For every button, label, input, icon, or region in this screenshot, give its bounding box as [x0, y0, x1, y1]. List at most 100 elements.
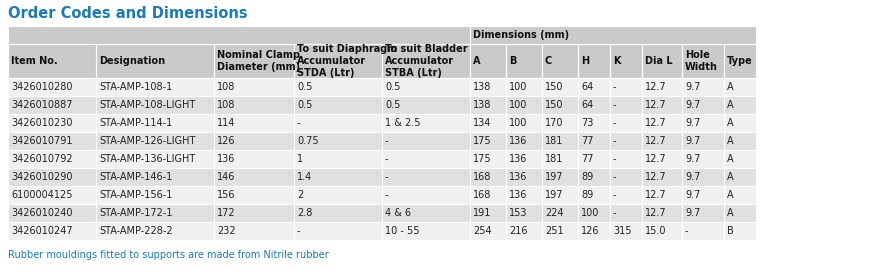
Text: -: - — [612, 82, 615, 92]
Text: 168: 168 — [472, 190, 491, 200]
Bar — [609, 150, 641, 168]
Text: -: - — [385, 190, 388, 200]
Text: 64: 64 — [580, 100, 593, 110]
Text: 9.7: 9.7 — [684, 208, 700, 218]
Bar — [293, 168, 382, 186]
Bar — [723, 204, 755, 222]
Bar — [8, 78, 96, 96]
Text: 77: 77 — [580, 154, 593, 164]
Bar — [470, 44, 506, 78]
Bar — [723, 186, 755, 204]
Text: Hole
Width: Hole Width — [684, 50, 717, 72]
Text: 181: 181 — [544, 154, 563, 164]
Bar — [8, 168, 96, 186]
Text: STA-AMP-126-LIGHT: STA-AMP-126-LIGHT — [99, 136, 195, 146]
Bar — [506, 96, 542, 114]
Bar — [641, 204, 681, 222]
Bar — [506, 150, 542, 168]
Bar — [213, 168, 293, 186]
Bar — [8, 114, 96, 132]
Bar — [506, 44, 542, 78]
Bar — [506, 222, 542, 240]
Bar — [506, 78, 542, 96]
Bar — [8, 26, 470, 44]
Text: STA-AMP-172-1: STA-AMP-172-1 — [99, 208, 172, 218]
Bar — [723, 222, 755, 240]
Bar — [542, 168, 578, 186]
Bar — [723, 78, 755, 96]
Bar — [542, 222, 578, 240]
Bar — [506, 186, 542, 204]
Bar — [382, 204, 470, 222]
Text: 12.7: 12.7 — [644, 136, 666, 146]
Bar — [96, 168, 213, 186]
Bar — [96, 114, 213, 132]
Bar — [382, 168, 470, 186]
Text: Item No.: Item No. — [11, 56, 58, 66]
Text: STA-AMP-228-2: STA-AMP-228-2 — [99, 226, 172, 236]
Text: 172: 172 — [217, 208, 235, 218]
Bar — [681, 168, 723, 186]
Text: 9.7: 9.7 — [684, 136, 700, 146]
Text: K: K — [612, 56, 620, 66]
Text: STA-AMP-108-LIGHT: STA-AMP-108-LIGHT — [99, 100, 195, 110]
Text: 1 & 2.5: 1 & 2.5 — [385, 118, 420, 128]
Bar — [723, 114, 755, 132]
Bar — [470, 26, 755, 44]
Bar — [681, 132, 723, 150]
Bar — [8, 186, 96, 204]
Bar — [382, 78, 470, 96]
Bar — [213, 150, 293, 168]
Text: -: - — [385, 154, 388, 164]
Bar — [542, 96, 578, 114]
Text: 2: 2 — [297, 190, 303, 200]
Bar — [293, 222, 382, 240]
Text: 3426010290: 3426010290 — [11, 172, 72, 182]
Text: -: - — [612, 208, 615, 218]
Text: -: - — [684, 226, 687, 236]
Bar — [723, 44, 755, 78]
Text: 100: 100 — [580, 208, 599, 218]
Bar — [8, 132, 96, 150]
Text: B: B — [508, 56, 515, 66]
Bar — [609, 78, 641, 96]
Bar — [293, 204, 382, 222]
Text: 0.5: 0.5 — [385, 100, 399, 110]
Text: A: A — [726, 154, 733, 164]
Text: Rubber mouldings fitted to supports are made from Nitrile rubber: Rubber mouldings fitted to supports are … — [8, 250, 328, 260]
Text: 136: 136 — [508, 190, 527, 200]
Bar — [213, 44, 293, 78]
Bar — [293, 44, 382, 78]
Text: 136: 136 — [508, 136, 527, 146]
Text: 0.75: 0.75 — [297, 136, 318, 146]
Text: 2.8: 2.8 — [297, 208, 312, 218]
Text: 12.7: 12.7 — [644, 154, 666, 164]
Text: Order Codes and Dimensions: Order Codes and Dimensions — [8, 7, 248, 21]
Bar — [723, 96, 755, 114]
Text: 136: 136 — [508, 172, 527, 182]
Bar — [213, 222, 293, 240]
Bar — [8, 204, 96, 222]
Text: 12.7: 12.7 — [644, 118, 666, 128]
Text: 136: 136 — [508, 154, 527, 164]
Text: H: H — [580, 56, 588, 66]
Bar — [681, 150, 723, 168]
Bar — [681, 44, 723, 78]
Bar — [213, 78, 293, 96]
Text: 12.7: 12.7 — [644, 190, 666, 200]
Bar — [382, 132, 470, 150]
Bar — [578, 96, 609, 114]
Bar — [293, 150, 382, 168]
Bar — [609, 222, 641, 240]
Text: 126: 126 — [580, 226, 599, 236]
Bar — [681, 78, 723, 96]
Bar — [470, 150, 506, 168]
Bar — [506, 114, 542, 132]
Text: STA-AMP-156-1: STA-AMP-156-1 — [99, 190, 172, 200]
Text: A: A — [726, 172, 733, 182]
Bar — [609, 44, 641, 78]
Text: 100: 100 — [508, 100, 527, 110]
Bar — [470, 168, 506, 186]
Bar — [96, 132, 213, 150]
Bar — [96, 44, 213, 78]
